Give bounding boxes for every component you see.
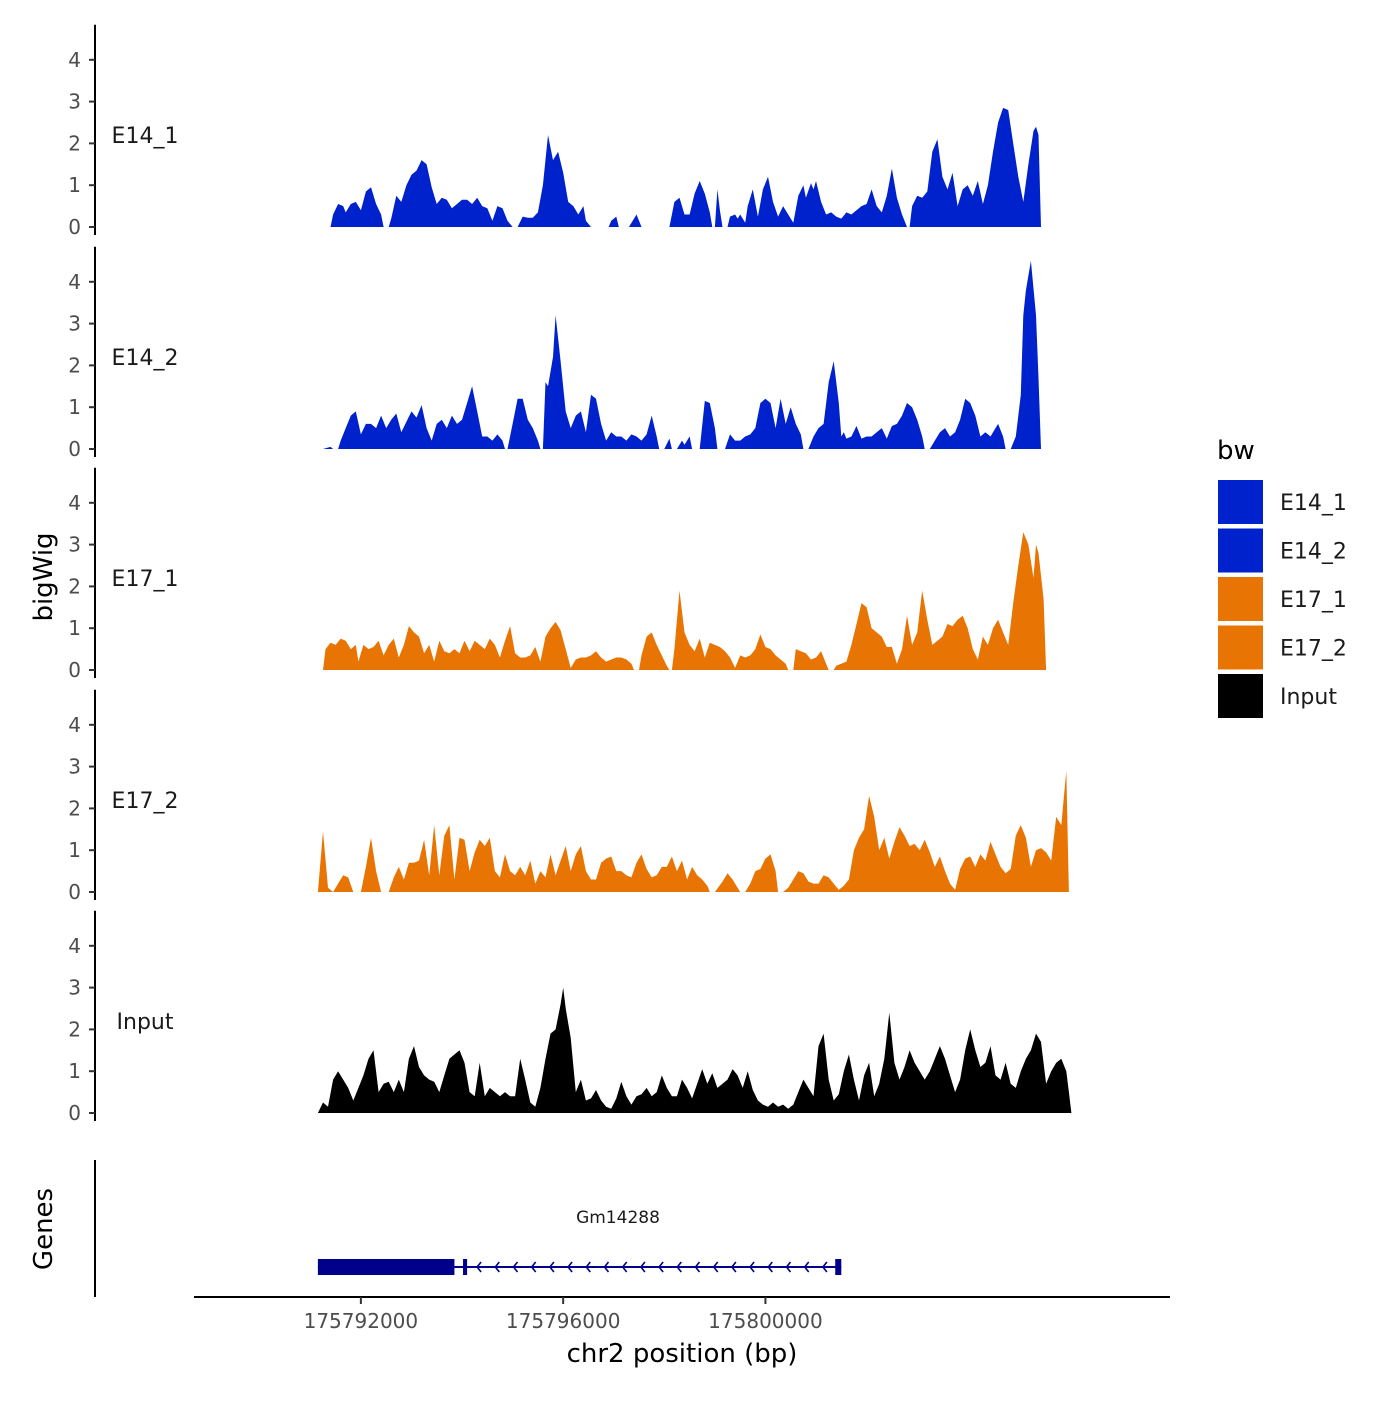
strand-arrow xyxy=(585,1261,591,1273)
legend-swatch xyxy=(1218,674,1263,718)
strand-arrow xyxy=(548,1261,555,1273)
strand-arrow xyxy=(603,1261,610,1273)
strand-arrow xyxy=(730,1261,737,1273)
genes-track-title: Genes xyxy=(29,1188,59,1270)
legend-swatch xyxy=(1218,625,1263,670)
strand-arrow xyxy=(567,1261,573,1273)
y-tick-label: 3 xyxy=(68,976,81,1000)
track-E17_1: 0 1 2 3 4 E17_1 xyxy=(68,467,1047,682)
y-tick-label: 0 xyxy=(68,658,81,682)
x-tick-label: 175792000 xyxy=(304,1309,419,1333)
y-tick-label: 4 xyxy=(68,270,81,294)
gene-name-label: Gm14288 xyxy=(576,1208,660,1228)
legend-entry-E17_2: E17_2 xyxy=(1218,625,1347,670)
legend-label: E17_1 xyxy=(1280,588,1347,613)
x-tick-label: 175796000 xyxy=(506,1309,621,1333)
strand-arrow xyxy=(621,1261,628,1273)
strand-arrow xyxy=(676,1261,682,1273)
track-label: E14_1 xyxy=(112,124,179,149)
strand-arrow xyxy=(476,1261,482,1273)
track-label: E17_1 xyxy=(112,567,179,592)
y-tick-label: 2 xyxy=(68,131,81,155)
track-E14_1: 0 1 2 3 4 E14_1 xyxy=(68,24,1041,239)
coverage-area-Input xyxy=(317,987,1072,1113)
y-tick-label: 2 xyxy=(68,796,81,820)
tracks-layer: 0 1 2 3 4 E14_1 0 1 2 3 4 E14_2 0 1 2 3 4 E17_1 0 1 2 3 4 E17_2… xyxy=(68,24,1072,1125)
coverage-area-E14_2 xyxy=(323,260,1041,449)
legend-entry-E14_1: E14_1 xyxy=(1218,480,1347,524)
x-tick-label: 175800000 xyxy=(708,1309,823,1333)
gene-exon xyxy=(463,1259,468,1275)
legend-swatch xyxy=(1218,528,1263,573)
y-tick-label: 3 xyxy=(68,312,81,336)
coverage-area-E17_2 xyxy=(317,770,1069,892)
y-tick-label: 1 xyxy=(68,173,81,197)
y-tick-label: 0 xyxy=(68,1101,81,1125)
y-tick-label: 2 xyxy=(68,1017,81,1041)
y-tick-label: 0 xyxy=(68,880,81,904)
strand-arrow xyxy=(530,1261,537,1273)
legend-label: E17_2 xyxy=(1280,637,1347,662)
y-tick-label: 0 xyxy=(68,437,81,461)
coverage-area-E17_1 xyxy=(323,532,1047,670)
y-axis-title: bigWig xyxy=(29,532,59,621)
legend-entry-E14_2: E14_2 xyxy=(1218,528,1347,573)
y-tick-label: 2 xyxy=(68,353,81,377)
gene-exon xyxy=(317,1259,455,1275)
legend-entry-Input: Input xyxy=(1218,674,1337,718)
y-tick-label: 2 xyxy=(68,574,81,598)
gene-Gm14288: Gm14288 xyxy=(317,1208,842,1275)
y-tick-label: 3 xyxy=(68,533,81,557)
x-axis-title: chr2 position (bp) xyxy=(567,1339,798,1369)
y-tick-label: 3 xyxy=(68,755,81,779)
legend-title: bw xyxy=(1217,436,1255,466)
track-label: Input xyxy=(117,1010,174,1035)
legend-entry-E17_1: E17_1 xyxy=(1218,577,1347,621)
strand-arrow xyxy=(658,1261,664,1273)
strand-arrow xyxy=(821,1261,828,1273)
strand-arrow xyxy=(803,1261,810,1273)
track-E17_2: 0 1 2 3 4 E17_2 xyxy=(68,689,1069,904)
strand-arrow xyxy=(694,1261,701,1273)
y-tick-label: 4 xyxy=(68,713,81,737)
strand-arrow xyxy=(494,1261,500,1273)
y-tick-label: 4 xyxy=(68,48,81,72)
y-tick-label: 1 xyxy=(68,838,81,862)
y-tick-label: 4 xyxy=(68,934,81,958)
legend-swatch xyxy=(1218,480,1263,524)
gene-exon xyxy=(835,1259,842,1275)
genes-track: Genes Gm14288 xyxy=(29,1160,842,1297)
track-label: E17_2 xyxy=(112,789,179,814)
track-Input: 0 1 2 3 4 Input xyxy=(68,910,1072,1125)
track-label: E14_2 xyxy=(112,346,179,371)
legend: bw E14_1 E14_2 E17_1 E17_2 Input xyxy=(1217,436,1347,718)
strand-arrow xyxy=(785,1261,792,1273)
legend-label: Input xyxy=(1280,685,1337,710)
strand-arrow xyxy=(512,1261,519,1273)
y-tick-label: 4 xyxy=(68,491,81,515)
strand-arrow xyxy=(639,1261,646,1273)
y-tick-label: 1 xyxy=(68,1059,81,1083)
legend-swatch xyxy=(1218,577,1263,621)
x-axis: chr2 position (bp) 175792000 175796000 175… xyxy=(194,1296,1170,1369)
coverage-area-E14_1 xyxy=(330,107,1041,227)
strand-arrow xyxy=(749,1261,755,1273)
legend-label: E14_1 xyxy=(1280,491,1347,516)
y-tick-label: 0 xyxy=(68,215,81,239)
track-E14_2: 0 1 2 3 4 E14_2 xyxy=(68,246,1041,461)
legend-label: E14_2 xyxy=(1280,540,1347,565)
y-tick-label: 1 xyxy=(68,395,81,419)
strand-arrow xyxy=(767,1261,773,1273)
strand-arrow xyxy=(712,1261,719,1273)
y-tick-label: 3 xyxy=(68,90,81,114)
y-tick-label: 1 xyxy=(68,616,81,640)
